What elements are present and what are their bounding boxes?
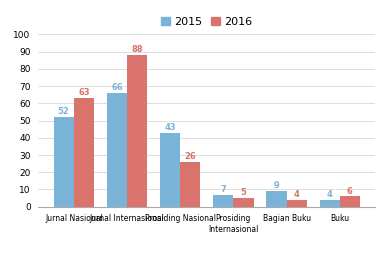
Text: 6: 6	[347, 187, 353, 196]
Text: 7: 7	[221, 185, 226, 194]
Bar	[340, 196, 360, 207]
Legend: 2015, 2016: 2015, 2016	[157, 12, 257, 32]
Text: 88: 88	[131, 45, 143, 54]
Bar	[213, 195, 233, 207]
Bar	[180, 162, 200, 207]
Bar	[233, 198, 254, 207]
Bar	[127, 55, 147, 207]
Text: 63: 63	[78, 88, 90, 97]
Text: 43: 43	[164, 123, 176, 132]
Text: 26: 26	[185, 152, 196, 161]
Bar	[160, 132, 180, 207]
Text: 52: 52	[58, 107, 70, 116]
Text: 9: 9	[273, 181, 279, 190]
Bar	[54, 117, 74, 207]
Text: 4: 4	[327, 190, 333, 199]
Bar	[74, 98, 94, 207]
Text: 4: 4	[294, 190, 300, 199]
Bar	[286, 200, 307, 207]
Text: 66: 66	[111, 83, 123, 92]
Bar	[107, 93, 127, 207]
Bar	[267, 191, 286, 207]
Text: 5: 5	[241, 188, 247, 197]
Bar	[319, 200, 340, 207]
